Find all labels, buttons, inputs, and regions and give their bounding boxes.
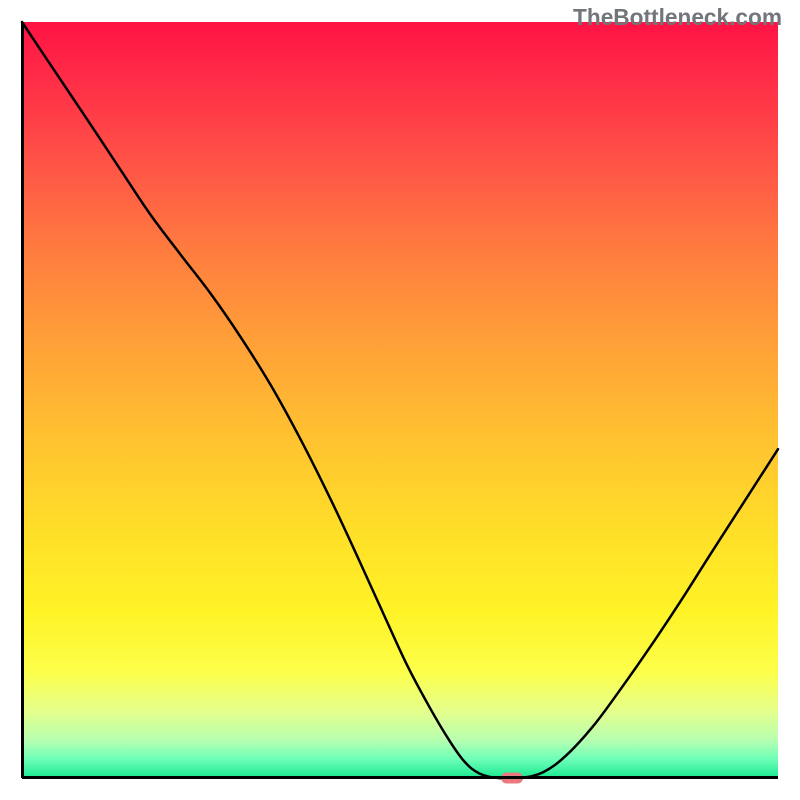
bottleneck-chart: TheBottleneck.com <box>0 0 800 800</box>
plot-area <box>22 22 778 778</box>
y-axis-line <box>21 22 24 778</box>
x-axis-line <box>22 776 778 779</box>
watermark-text: TheBottleneck.com <box>573 4 782 31</box>
bottleneck-curve-path <box>22 22 778 779</box>
curve-layer <box>22 22 778 778</box>
